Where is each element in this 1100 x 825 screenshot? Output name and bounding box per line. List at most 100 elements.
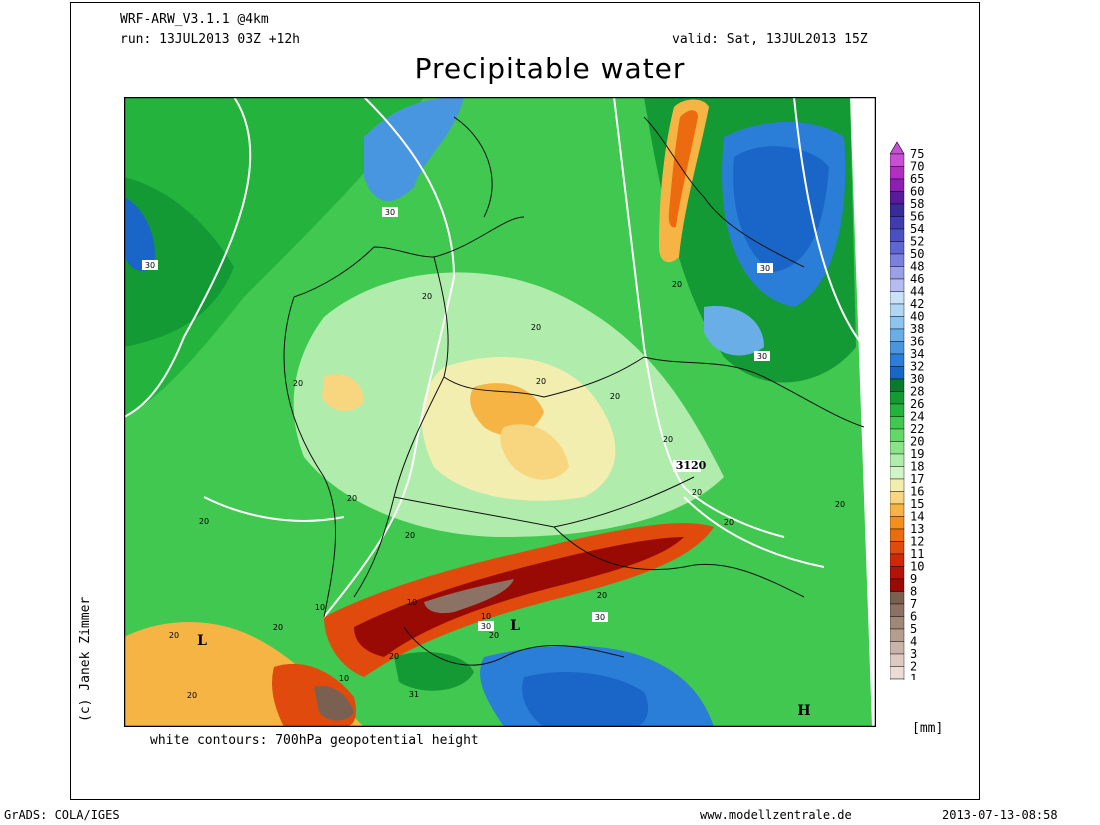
high-pressure-label: H	[797, 703, 810, 719]
contour-label: 20	[489, 631, 499, 640]
colorbar-tick-label: 1	[910, 672, 917, 680]
colorbar-box	[890, 541, 905, 555]
contour-label: 20	[531, 323, 541, 332]
colorbar-box	[890, 453, 905, 467]
colorbar-box	[890, 628, 905, 642]
colorbar-box	[890, 528, 905, 542]
colorbar-box	[890, 566, 905, 580]
contour-label: 30	[145, 261, 155, 270]
colorbar-box	[890, 466, 905, 480]
copyright-label: (c) Janek Zimmer	[78, 596, 93, 722]
field-alps-brown	[424, 579, 514, 614]
field-sw-brown	[314, 686, 354, 721]
field-central-orange	[470, 383, 544, 436]
colorbar-tick-label: 32	[910, 360, 924, 374]
colorbar-tick-label: 38	[910, 322, 924, 336]
contour-label: 30	[757, 352, 767, 361]
colorbar-box	[890, 353, 905, 367]
contour-label: 20	[724, 518, 734, 527]
colorbar-box	[890, 228, 905, 242]
colorbar-tick-label: 42	[910, 297, 924, 311]
contour-line	[323, 97, 456, 618]
contour-label: 20	[389, 652, 399, 661]
colorbar-box	[890, 416, 905, 430]
colorbar-box	[890, 678, 905, 680]
contour-label: 20	[597, 591, 607, 600]
colorbar-box	[890, 441, 905, 455]
border-line	[293, 216, 525, 298]
contour-label: 30	[595, 613, 605, 622]
border-line	[643, 356, 865, 428]
colorbar-tick-label: 3	[910, 647, 917, 661]
contour-label-bold: 3120	[676, 459, 707, 472]
colorbar-box	[890, 616, 905, 630]
geopotential-contours	[124, 97, 865, 618]
colorbar-box	[890, 366, 905, 380]
colorbar-box	[890, 303, 905, 317]
field-ne-red	[668, 110, 698, 228]
colorbar-box	[890, 316, 905, 330]
colorbar-tick-label: 24	[910, 410, 924, 424]
colorbar-tick-label: 11	[910, 547, 924, 561]
contour-line	[683, 496, 825, 568]
colorbar-box	[890, 653, 905, 667]
colorbar-box	[890, 191, 905, 205]
timestamp-label: 2013-07-13-08:58	[942, 808, 1058, 822]
colorbar-box	[890, 178, 905, 192]
field-west-yellow	[322, 373, 364, 412]
colorbar-tick-label: 18	[910, 460, 924, 474]
country-borders	[283, 116, 865, 666]
colorbar-tick-label: 48	[910, 260, 924, 274]
colorbar-box	[890, 278, 905, 292]
colorbar-tick-label: 28	[910, 385, 924, 399]
contour-label: 20	[405, 531, 415, 540]
colorbar-tick-label: 58	[910, 197, 924, 211]
colorbar-tick-label: 13	[910, 522, 924, 536]
colorbar-tick-label: 52	[910, 235, 924, 249]
valid-label: valid: Sat, 13JUL2013 15Z	[672, 32, 868, 47]
field-alps-darkred	[354, 537, 684, 657]
colorbar-box	[890, 253, 905, 267]
colorbar-tick-label: 10	[910, 560, 924, 574]
colorbar-box	[890, 603, 905, 617]
contour-caption: white contours: 700hPa geopotential heig…	[150, 733, 479, 748]
colorbar-tick-label: 36	[910, 335, 924, 349]
contour-label: 20	[692, 488, 702, 497]
plot-frame	[70, 2, 980, 800]
colorbar-tick-label: 60	[910, 185, 924, 199]
colorbar-tick-label: 50	[910, 247, 924, 261]
colorbar-box	[890, 516, 905, 530]
colorbar-box	[890, 266, 905, 280]
run-label: run: 13JUL2013 03Z +12h	[120, 32, 301, 47]
colorbar-box	[890, 553, 905, 567]
colorbar-tick-label: 26	[910, 397, 924, 411]
colorbar-tick-label: 75	[910, 147, 924, 161]
colorbar-box	[890, 328, 905, 342]
colorbar-tick-label: 54	[910, 222, 924, 236]
colorbar-tick-label: 4	[910, 635, 917, 649]
border-line	[283, 296, 336, 618]
grads-credit: GrADS: COLA/IGES	[4, 808, 120, 822]
border-line	[643, 116, 805, 268]
contour-label: 20	[199, 517, 209, 526]
colorbar-box	[890, 203, 905, 217]
colorbar-tick-label: 16	[910, 485, 924, 499]
colorbar-tick-label: 19	[910, 447, 924, 461]
contour-label: 20	[672, 280, 682, 289]
colorbar-box	[890, 491, 905, 505]
colorbar-tick-label: 17	[910, 472, 924, 486]
field-central-orange2	[500, 424, 569, 480]
colorbar-tick-label: 12	[910, 535, 924, 549]
colorbar-tick-label: 8	[910, 585, 917, 599]
colorbar-top-arrow	[890, 141, 905, 155]
map-border	[124, 97, 876, 727]
colorbar-box	[890, 391, 905, 405]
colorbar-box	[890, 666, 905, 680]
colorbar-tick-label: 7	[910, 597, 917, 611]
field-west-blue	[124, 197, 155, 271]
contour-label: 20	[187, 691, 197, 700]
contour-label: 10	[407, 598, 417, 607]
colorbar-tick-label: 6	[910, 610, 917, 624]
contour-label: 10	[315, 603, 325, 612]
colorbar-box	[890, 153, 905, 167]
